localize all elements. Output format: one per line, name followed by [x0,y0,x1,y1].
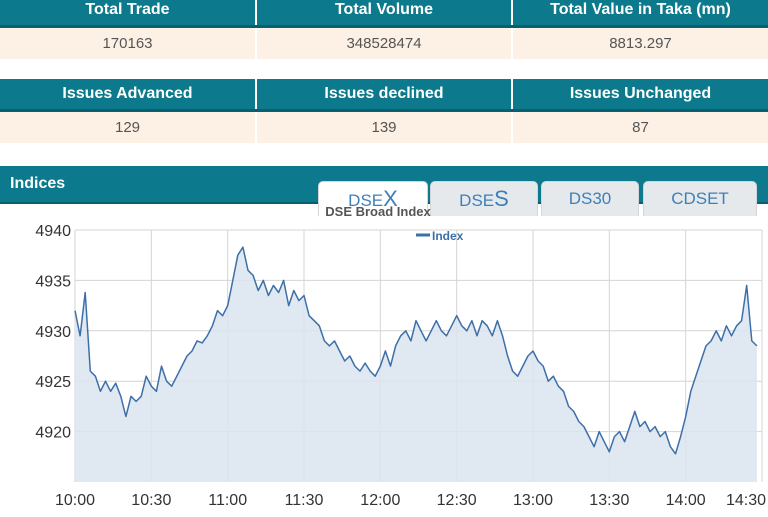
index-chart-svg: 4920 4925 4930 4935 4940 10:00 10:30 11:00 11:3… [35,204,766,509]
x-tick-label: 14:30 [726,492,766,509]
series-line-index [74,246,758,455]
header-issues-unchanged: Issues Unchanged [511,79,768,112]
value-issues-advanced: 129 [0,110,256,143]
y-tick-label: 4935 [35,273,71,290]
value-issues-unchanged: 87 [511,110,768,143]
tab-ds30[interactable]: DS30 [541,181,639,216]
value-total-volume: 348528474 [255,26,512,59]
x-tick-label: 10:00 [55,492,95,509]
value-total-value: 8813.297 [511,26,768,59]
header-total-volume: Total Volume [255,0,512,28]
market-summary-table: Total Trade Total Volume Total Value in … [0,0,768,59]
tab-dses[interactable]: DSES [430,181,538,216]
index-area [75,247,757,482]
x-tick-label: 13:00 [513,492,553,509]
tab-dsex-suffix: X [383,186,398,211]
x-tick-label: 12:00 [360,492,400,509]
tab-cdset-label: CDSET [671,189,729,208]
x-tick-label: 12:30 [437,492,477,509]
indices-title: Indices [10,175,66,192]
tab-dses-prefix: DSE [459,191,495,210]
legend-label-index: Index [432,229,464,243]
tab-dses-suffix: S [494,186,509,211]
x-tick-label: 10:30 [131,492,171,509]
tab-cdset[interactable]: CDSET [643,181,757,216]
y-axis: 4920 4925 4930 4935 4940 [35,223,71,442]
value-issues-declined: 139 [255,110,512,143]
value-total-trade: 170163 [0,26,256,59]
header-total-value: Total Value in Taka (mn) [511,0,768,28]
y-tick-label: 4930 [35,324,71,341]
tab-dsex-prefix: DSE [348,191,384,210]
x-tick-label: 11:30 [285,492,324,509]
y-tick-label: 4940 [35,223,71,240]
x-axis: 10:00 10:30 11:00 11:30 12:00 12:30 13:00 13:30… [55,492,766,509]
header-issues-declined: Issues declined [255,79,512,112]
header-total-trade: Total Trade [0,0,256,28]
issues-table: Issues Advanced Issues declined Issues U… [0,79,768,143]
y-tick-label: 4920 [35,425,71,442]
chart-title: DSE Broad Index [325,204,431,219]
x-tick-label: 13:30 [589,492,629,509]
x-tick-label: 14:00 [666,492,706,509]
tab-dsex[interactable]: DSEX [318,181,428,216]
y-tick-label: 4925 [35,374,71,391]
tab-ds30-label: DS30 [568,189,612,208]
header-issues-advanced: Issues Advanced [0,79,256,112]
x-tick-label: 11:00 [208,492,247,509]
index-chart: 4920 4925 4930 4935 4940 10:00 10:30 11:00 11:3… [0,204,768,512]
